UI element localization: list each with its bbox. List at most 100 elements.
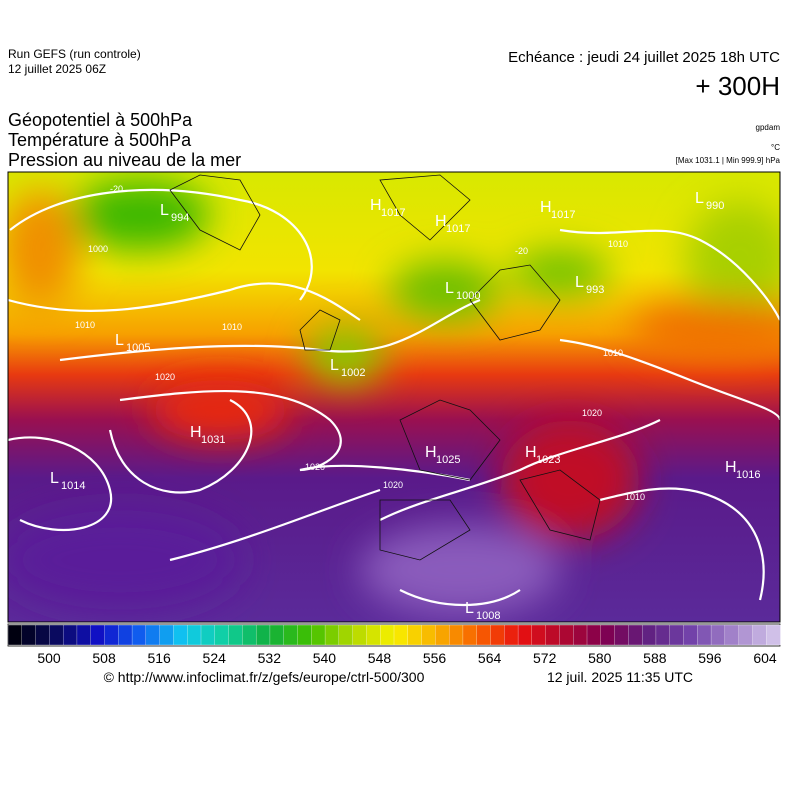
center-letter: L [160, 202, 169, 219]
center-letter: H [370, 197, 382, 214]
colorbar-swatch [352, 624, 368, 646]
center-letter: L [575, 274, 584, 291]
colorbar-swatch [311, 624, 326, 646]
center-letter: L [465, 600, 474, 617]
colorbar-swatch [683, 624, 698, 646]
colorbar-swatch [324, 624, 340, 646]
run-label: Run GEFS (run controle) [8, 47, 141, 61]
colorbar-swatch [62, 624, 78, 646]
colorbar-swatch [173, 624, 188, 646]
colorbar-swatch [366, 624, 381, 646]
center-letter: H [540, 199, 552, 216]
colorbar-swatch [145, 624, 161, 646]
colorbar-swatch [338, 624, 354, 646]
center-pressure: 1017 [381, 207, 405, 219]
colorbar-label: 548 [368, 650, 392, 666]
center-pressure: 1005 [126, 342, 150, 354]
colorbar-swatch [242, 624, 257, 646]
colorbar-label: 604 [753, 650, 777, 666]
colorbar-swatch [7, 624, 23, 646]
center-letter: H [435, 213, 447, 230]
colorbar-swatch [407, 624, 423, 646]
colorbar-swatch [517, 624, 533, 646]
colorbar-label: 500 [37, 650, 61, 666]
colorbar-swatch [214, 624, 230, 646]
colorbar-swatch [641, 624, 657, 646]
colorbar-swatch [462, 624, 478, 646]
colorbar-swatch [448, 624, 464, 646]
colorbar-label: 564 [478, 650, 502, 666]
colorbar-swatch [297, 624, 312, 646]
map [8, 172, 780, 622]
colorbar-swatch [752, 624, 767, 646]
center-pressure: 1023 [536, 454, 560, 466]
colorbar-label: 508 [92, 650, 116, 666]
colorbar-label: 532 [258, 650, 282, 666]
title-pressure: Pression au niveau de la mer [8, 150, 241, 170]
colorbar-label: 524 [203, 650, 227, 666]
isoline-label: 1010 [603, 348, 623, 358]
colorbar-swatch [669, 624, 685, 646]
colorbar-swatch [573, 624, 588, 646]
colorbar-swatch [435, 624, 450, 646]
center-pressure: 993 [586, 284, 604, 296]
center-pressure: 1017 [551, 209, 575, 221]
colorbar-swatch [504, 624, 519, 646]
center-pressure: 1008 [476, 610, 500, 622]
center-letter: L [695, 190, 704, 207]
center-letter: L [50, 470, 59, 487]
colorbar-swatch [724, 624, 740, 646]
isoline-label: -20 [515, 246, 528, 256]
center-pressure: 1017 [446, 223, 470, 235]
colorbar-swatch [600, 624, 616, 646]
colorbar-swatch [49, 624, 64, 646]
center-letter: L [115, 332, 124, 349]
isoline-label: -20 [110, 184, 123, 194]
colorbar-swatch [21, 624, 37, 646]
isoline-label: 1010 [608, 239, 628, 249]
run-date: 12 juillet 2025 06Z [8, 62, 106, 76]
center-pressure: 1031 [201, 434, 225, 446]
colorbar-label: 596 [698, 650, 722, 666]
center-pressure: 1014 [61, 480, 85, 492]
center-letter: H [525, 444, 537, 461]
center-pressure: 1000 [456, 290, 480, 302]
unit-gpdam: gpdam [756, 123, 781, 132]
isoline-label: 1020 [305, 462, 325, 472]
map-frame [7, 171, 781, 623]
colorbar-swatch [710, 624, 726, 646]
colorbar-label: 580 [588, 650, 612, 666]
colorbar-swatch [118, 624, 133, 646]
colorbar-swatch [159, 624, 175, 646]
colorbar-swatch [586, 624, 602, 646]
colorbar-swatch [393, 624, 409, 646]
colorbar-swatch [628, 624, 643, 646]
title-geopotential: Géopotentiel à 500hPa [8, 110, 193, 130]
center-letter: H [425, 444, 437, 461]
isoline-label: 1010 [625, 492, 645, 502]
center-letter: H [725, 459, 737, 476]
unit-celsius: °C [771, 143, 780, 152]
colorbar-swatch [283, 624, 299, 646]
colorbar-swatch [380, 624, 395, 646]
center-letter: L [330, 357, 339, 374]
colorbar-swatch [269, 624, 285, 646]
colorbar-swatch [76, 624, 92, 646]
colorbar-label: 572 [533, 650, 557, 666]
colorbar-label: 556 [423, 650, 447, 666]
colorbar-swatch [35, 624, 51, 646]
source: © http://www.infoclimat.fr/z/gefs/europe… [104, 669, 425, 685]
colorbar-swatch [255, 624, 271, 646]
colorbar: 500 508 516 524 532 540 548 556 564 572 580 588 596 6… [7, 624, 781, 666]
generated: 12 juil. 2025 11:35 UTC [547, 669, 693, 685]
unit-pressure: [Max 1031.1 | Min 999.9] hPa [676, 156, 781, 165]
colorbar-swatch [187, 624, 202, 646]
colorbar-swatch [490, 624, 505, 646]
center-pressure: 994 [171, 212, 189, 224]
colorbar-swatch [738, 624, 754, 646]
colorbar-label: 516 [147, 650, 171, 666]
colorbar-swatch [104, 624, 119, 646]
colorbar-swatch [90, 624, 106, 646]
lead-time: + 300H [695, 71, 780, 101]
colorbar-swatch [131, 624, 147, 646]
